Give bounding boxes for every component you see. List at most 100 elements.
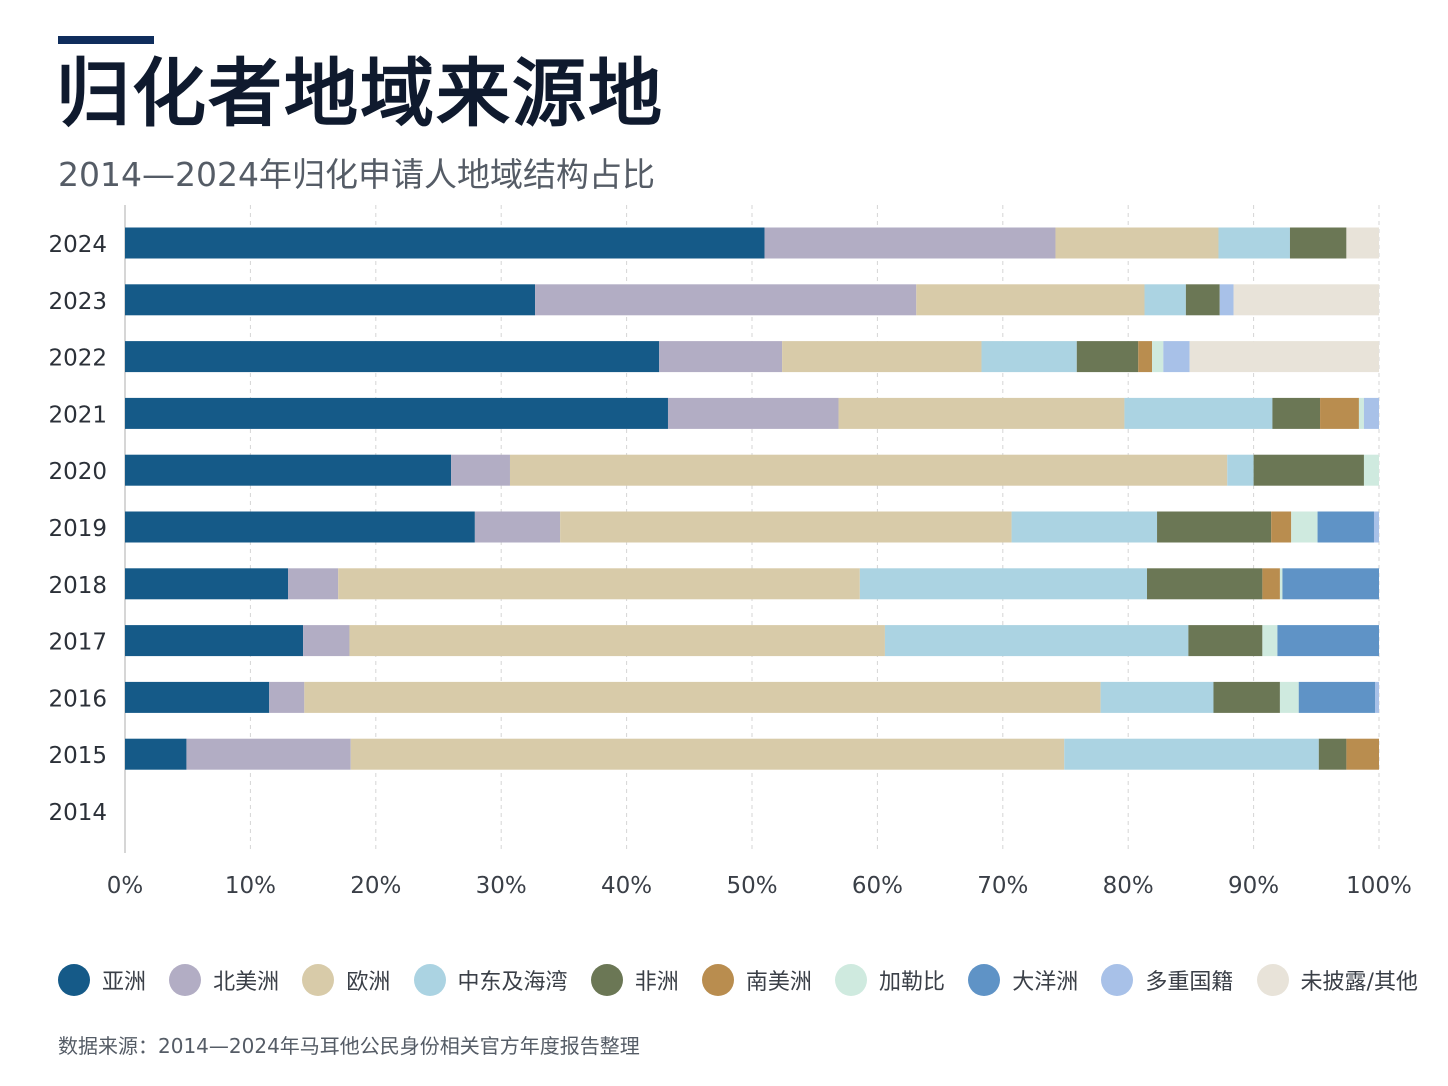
x-tick-label: 30% <box>476 873 527 899</box>
bar-segment <box>859 568 1148 600</box>
y-tick-label: 2022 <box>48 346 107 372</box>
bar-segment <box>884 625 1189 657</box>
bar-segment <box>1233 284 1379 316</box>
bar-segment <box>1253 454 1364 486</box>
bar-segment <box>304 681 1101 713</box>
bar-segment <box>1272 397 1321 429</box>
legend-swatch <box>58 964 90 996</box>
x-tick-label: 70% <box>977 873 1028 899</box>
bar-segment <box>1227 454 1254 486</box>
x-tick-label: 10% <box>225 873 276 899</box>
bar-segment <box>1346 227 1379 259</box>
x-tick-label: 50% <box>726 873 777 899</box>
x-tick-label: 60% <box>852 873 903 899</box>
y-tick-label: 2023 <box>48 289 107 315</box>
x-tick-label: 90% <box>1228 873 1279 899</box>
legend-label: 亚洲 <box>102 970 147 995</box>
legend-swatch <box>590 964 623 996</box>
bar-segment <box>1363 454 1379 486</box>
bar-segment <box>1213 681 1280 713</box>
legend-item: 大洋洲 <box>968 964 1078 996</box>
legend-label: 加勒比 <box>879 970 946 995</box>
y-tick-label: 2021 <box>48 402 107 428</box>
x-tick-label: 100% <box>1346 873 1412 899</box>
bar-segment <box>269 681 305 713</box>
bar-segment <box>1076 341 1139 373</box>
bar-segment <box>1163 341 1190 373</box>
bar-segment <box>509 454 1228 486</box>
bar-segment <box>125 568 289 600</box>
bar-segment <box>764 227 1056 259</box>
bar-segment <box>1277 625 1379 657</box>
legend-swatch <box>968 964 1001 996</box>
legend-item: 南美洲 <box>701 964 812 996</box>
bar-segment <box>1218 227 1290 259</box>
bar-segment <box>916 284 1145 316</box>
bar-segment <box>1346 738 1379 770</box>
bar-segment <box>1055 227 1219 259</box>
bar-segment <box>535 284 917 316</box>
x-tick-label: 40% <box>601 873 652 899</box>
bar-segment <box>1358 397 1364 429</box>
legend-label: 南美洲 <box>745 970 812 995</box>
legend-label: 大洋洲 <box>1012 970 1079 995</box>
bar-segment <box>1152 341 1164 373</box>
x-tick-label: 0% <box>107 873 144 899</box>
bar-segment <box>1219 284 1234 316</box>
bar-segment <box>659 341 783 373</box>
legend-item: 未披露/其他 <box>1256 964 1418 996</box>
bar-segment <box>838 397 1125 429</box>
bar-segment <box>125 227 765 259</box>
bar-segment <box>125 511 475 543</box>
bar-segment <box>186 738 351 770</box>
bar-segment <box>1124 397 1273 429</box>
bar-segment <box>125 454 452 486</box>
y-tick-label: 2024 <box>48 232 107 258</box>
x-tick-label: 80% <box>1103 873 1154 899</box>
bar-segment <box>1185 284 1220 316</box>
legend-label: 多重国籍 <box>1145 970 1234 995</box>
bar-segment <box>125 397 668 429</box>
bar-segment <box>1318 738 1347 770</box>
bar-segment <box>350 738 1065 770</box>
legend-label: 未披露/其他 <box>1300 970 1418 995</box>
bar-segment <box>1262 625 1278 657</box>
y-tick-label: 2017 <box>48 630 107 656</box>
bar-segment <box>1262 568 1280 600</box>
bar-segment <box>451 454 510 486</box>
bar-segment <box>667 397 839 429</box>
chart-legend: 亚洲 北美洲 欧洲 中东及海湾 非洲 南美洲 加勒比 大洋洲 多重国籍 未披露/其他 <box>58 958 1418 1002</box>
bar-segment <box>1147 568 1263 600</box>
bar-segment <box>1279 681 1299 713</box>
bar-segment <box>1144 284 1186 316</box>
bar-segment <box>1320 397 1359 429</box>
bar-segment <box>1363 397 1379 429</box>
legend-swatch <box>1101 964 1134 996</box>
bar-segment <box>1138 341 1153 373</box>
bar-segment <box>1100 681 1214 713</box>
bar-segment <box>474 511 561 543</box>
bar-segment <box>125 284 536 316</box>
bar-segment <box>1298 681 1376 713</box>
legend-item: 亚洲 <box>58 964 146 996</box>
legend-item: 加勒比 <box>835 964 945 996</box>
y-tick-label: 2016 <box>48 686 107 712</box>
y-tick-label: 2014 <box>48 800 107 826</box>
bar-segment <box>1011 511 1158 543</box>
legend-item: 多重国籍 <box>1101 964 1233 996</box>
bar-segment <box>1291 511 1318 543</box>
bar-segment <box>125 681 270 713</box>
bar-segment <box>1375 681 1379 713</box>
bar-segment <box>303 625 350 657</box>
bar-segment <box>1189 341 1379 373</box>
bar-segment <box>349 625 885 657</box>
bar-segment <box>1271 511 1292 543</box>
x-tick-label: 20% <box>350 873 401 899</box>
title-accent-bar <box>58 36 154 44</box>
bar-segment <box>1282 568 1379 600</box>
legend-swatch <box>169 964 202 996</box>
legend-swatch <box>701 964 734 996</box>
bar-segment <box>1289 227 1347 259</box>
page-subtitle: 2014—2024年归化申请人地域结构占比 <box>58 155 655 194</box>
